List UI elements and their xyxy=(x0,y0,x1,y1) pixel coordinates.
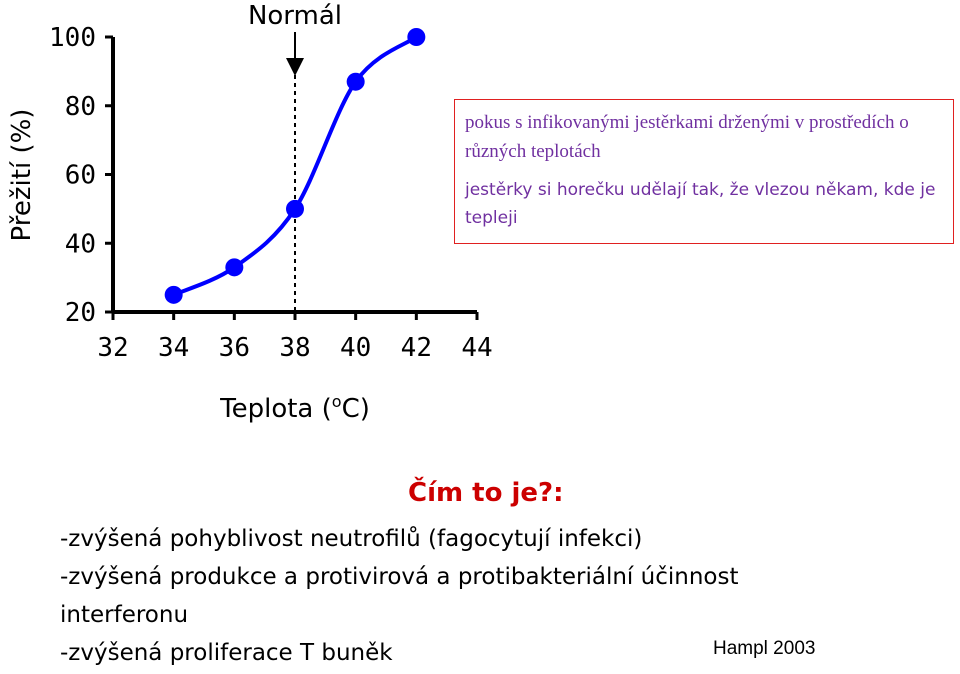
data-point xyxy=(346,72,365,91)
bullet-item: -zvýšená produkce a protivirová a protib… xyxy=(60,564,739,590)
experiment-note-box: pokus s infikovanými jestěrkami drženými… xyxy=(454,99,954,244)
x-tick-label: 34 xyxy=(158,333,189,363)
x-tick-label: 32 xyxy=(97,333,128,363)
y-tick-label: 60 xyxy=(65,161,96,191)
chart-ticks: 32 34 36 38 40 42 44 20 40 60 80 100 xyxy=(49,23,493,363)
experiment-note-line1: pokus s infikovanými jestěrkami drženými… xyxy=(465,112,909,162)
y-axis-title: Přežití (%) xyxy=(7,109,37,242)
x-tick-label: 44 xyxy=(461,333,492,363)
question-heading: Čím to je?: xyxy=(408,478,564,508)
bullet-list: -zvýšená pohyblivost neutrofilů (fagocyt… xyxy=(60,520,940,672)
x-tick-label: 36 xyxy=(219,333,250,363)
data-point xyxy=(286,199,304,218)
x-tick-label: 42 xyxy=(401,333,432,363)
chart-series xyxy=(164,28,426,304)
data-point xyxy=(164,285,183,304)
x-tick-label: 38 xyxy=(279,333,310,363)
bullet-item: interferonu xyxy=(60,602,189,628)
y-tick-label: 40 xyxy=(65,229,96,259)
bullet-item: -zvýšená pohyblivost neutrofilů (fagocyt… xyxy=(60,526,643,552)
y-tick-label: 100 xyxy=(49,23,96,53)
source-citation: Hampl 2003 xyxy=(713,638,816,659)
normal-label: Normál xyxy=(248,1,342,31)
data-point xyxy=(225,258,244,277)
x-tick-label: 40 xyxy=(340,333,371,363)
data-point xyxy=(407,28,426,46)
survival-chart: 32 34 36 38 40 42 44 20 40 60 80 100 Normál Přežití… xyxy=(7,1,493,424)
y-tick-label: 20 xyxy=(65,298,96,328)
y-tick-label: 80 xyxy=(65,92,96,122)
experiment-note-line2: jestěrky si horečku udělají tak, že vlez… xyxy=(465,180,936,228)
normal-arrow-head xyxy=(286,58,304,76)
x-axis-title: Teplota (oC) xyxy=(219,392,370,424)
bullet-item: -zvýšená proliferace T buněk xyxy=(60,640,393,666)
normal-annotation: Normál xyxy=(248,1,342,312)
